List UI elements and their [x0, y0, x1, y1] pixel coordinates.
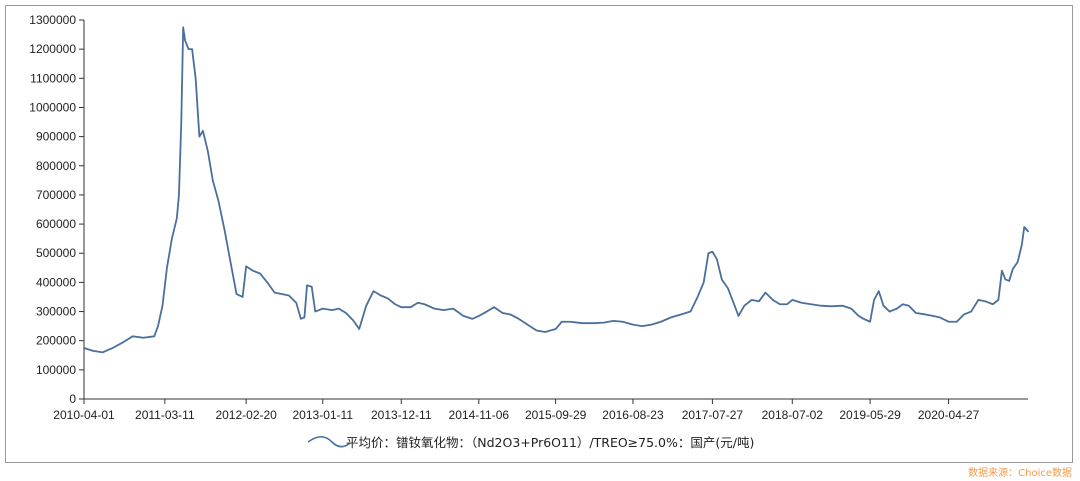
y-axis: 0 100000 200000 300000 400000 500000 600000 700… [29, 13, 85, 406]
x-tick-label: 2018-07-02 [762, 408, 824, 422]
chart-frame [5, 5, 1073, 463]
x-tick-label: 2012-02-20 [215, 408, 277, 422]
y-tick-label: 0 [69, 392, 76, 406]
y-tick-label: 500000 [36, 246, 76, 260]
y-tick-label: 900000 [36, 130, 76, 144]
source-note: 数据来源：Choice数据 [968, 466, 1072, 479]
y-tick-label: 1300000 [29, 13, 76, 27]
x-tick-label: 2020-04-27 [918, 408, 980, 422]
y-tick-label: 300000 [36, 305, 76, 319]
y-tick-label: 200000 [36, 334, 76, 348]
y-tick-label: 1100000 [30, 71, 76, 85]
x-tick-label: 2013-12-11 [371, 408, 432, 422]
legend-label: 平均价：镨钕氧化物：（Nd2O3+Pr6O11）/TREO≥75.0%：国产(元… [346, 435, 754, 450]
x-tick-label: 2010-04-01 [53, 408, 115, 422]
y-tick-label: 600000 [36, 217, 76, 231]
y-tick-label: 800000 [36, 159, 76, 173]
x-axis: 2010-04-01 2011-03-11 2012-02-20 2013-01-11… [53, 398, 1028, 422]
x-tick-label: 2014-11-06 [449, 408, 510, 422]
x-tick-label: 2017-07-27 [682, 408, 744, 422]
x-tick-label: 2019-05-29 [839, 408, 901, 422]
legend: 平均价：镨钕氧化物：（Nd2O3+Pr6O11）/TREO≥75.0%：国产(元… [307, 435, 754, 450]
x-tick-label: 2013-01-11 [293, 408, 354, 422]
y-tick-label: 1000000 [29, 100, 76, 114]
series-line [83, 26, 1029, 354]
plot-area [83, 26, 1029, 354]
x-tick-label: 2015-09-29 [525, 408, 587, 422]
y-tick-label: 1200000 [29, 42, 76, 56]
y-tick-label: 400000 [36, 275, 76, 289]
y-tick-label: 100000 [36, 363, 76, 377]
x-tick-label: 2016-08-23 [602, 408, 664, 422]
x-tick-label: 2011-03-11 [135, 408, 195, 422]
y-tick-label: 700000 [36, 188, 76, 202]
legend-swatch [307, 435, 351, 448]
